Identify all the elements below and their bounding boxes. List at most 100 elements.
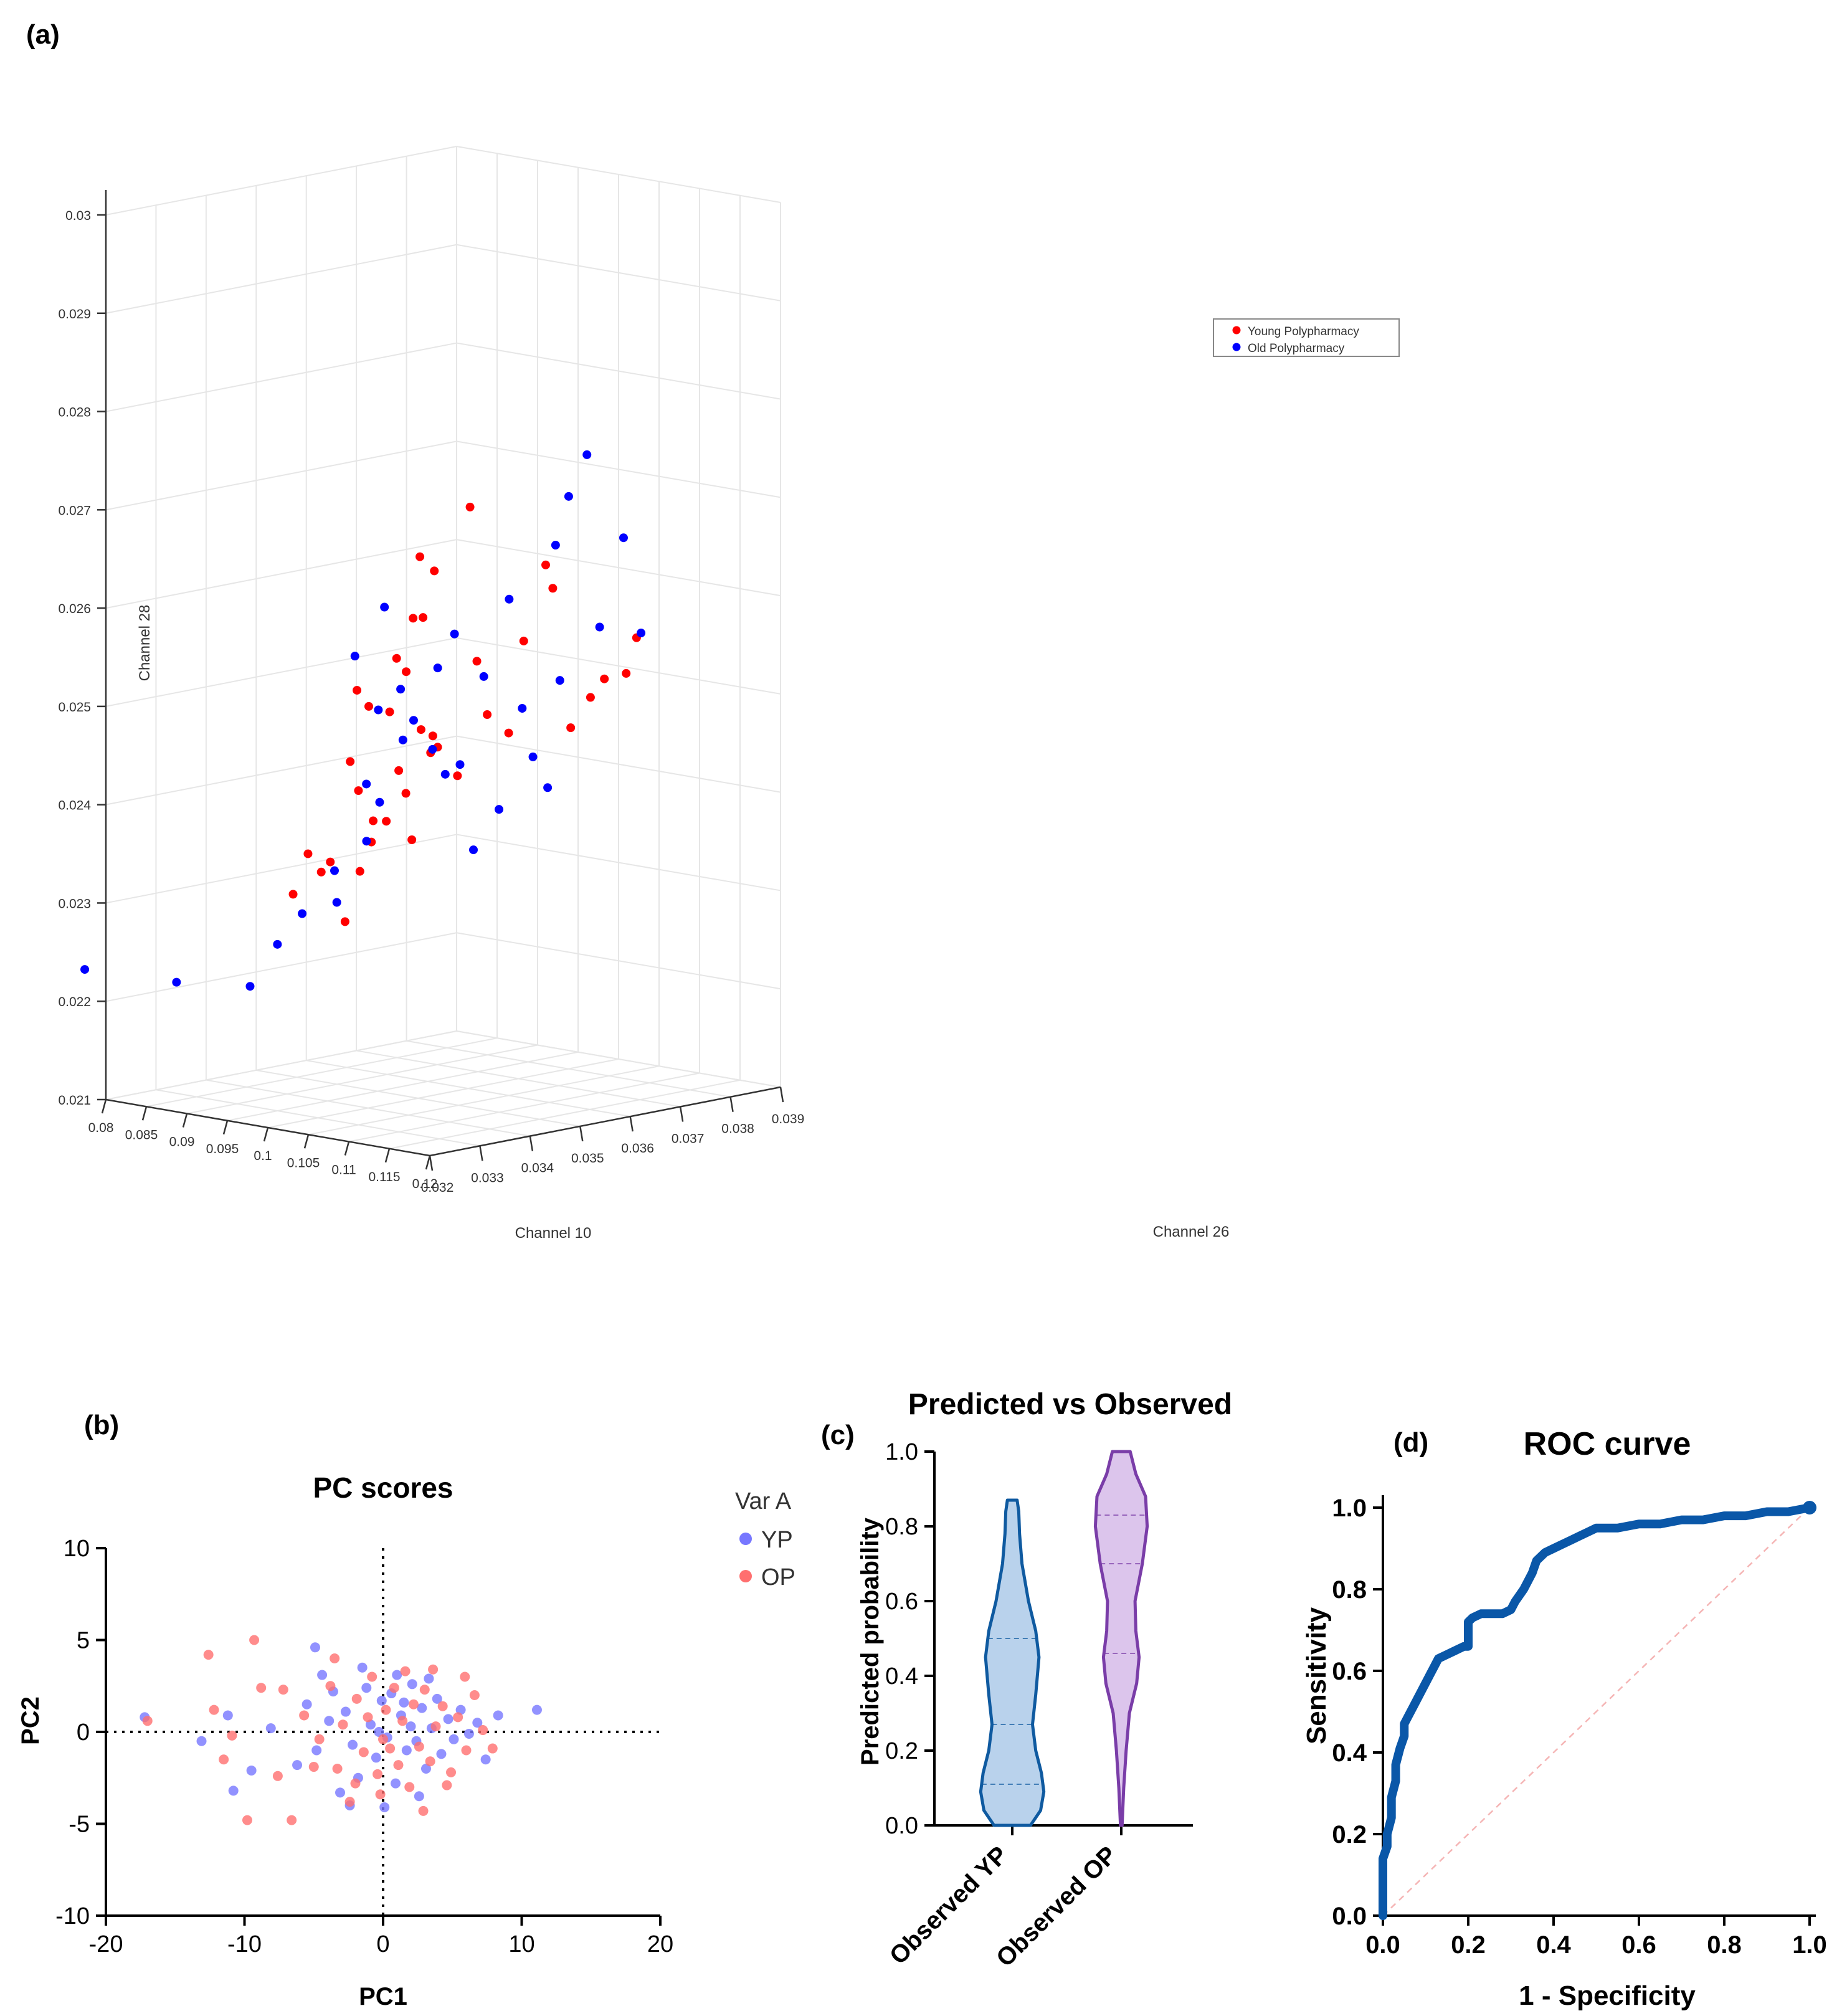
a-z-tick-label-2: 0.023 xyxy=(58,896,91,911)
b-point-yp-34 xyxy=(463,1728,474,1739)
a-grid-y-floor-2 xyxy=(206,1079,531,1137)
a-point-old-27 xyxy=(172,977,181,987)
a-z-tick-label-9: 0.03 xyxy=(65,209,91,223)
b-point-yp-9 xyxy=(317,1670,328,1680)
a-point-old-11 xyxy=(455,760,465,769)
d-x-axis-title: 1 - Specificity xyxy=(1519,1980,1696,2011)
a-y-tick-7 xyxy=(779,1086,784,1103)
a-point-young-24 xyxy=(541,560,551,569)
b-x-tick-label-4: 20 xyxy=(647,1931,673,1957)
d-y-tick-label-0: 0.0 xyxy=(1332,1903,1367,1930)
a-point-old-17 xyxy=(450,629,459,639)
a-point-young-13 xyxy=(369,816,378,825)
d-x-tick-label-0: 0.0 xyxy=(1365,1931,1400,1959)
a-grid-y-floor-1 xyxy=(156,1089,480,1147)
a-point-old-4 xyxy=(479,672,488,681)
a-y-tick-label-2: 0.034 xyxy=(521,1161,554,1176)
a-x-axis-title: Channel 10 xyxy=(515,1225,592,1242)
a-point-young-7 xyxy=(472,657,482,666)
a-x-tick-label-5: 0.105 xyxy=(287,1156,320,1170)
a-point-old-33 xyxy=(518,703,527,713)
d-x-tick-label-4: 0.8 xyxy=(1707,1931,1742,1959)
a-x-tick-label-2: 0.09 xyxy=(169,1135,195,1149)
b-point-yp-15 xyxy=(361,1683,372,1693)
b-y-tick-label-4: 10 xyxy=(64,1536,90,1562)
a-point-young-18 xyxy=(346,757,355,766)
a-x-tick-label-0: 0.08 xyxy=(88,1121,114,1135)
b-point-yp-11 xyxy=(335,1787,346,1798)
c-y-tick-label-4: 0.8 xyxy=(885,1514,918,1540)
b-point-op-21 xyxy=(389,1683,399,1693)
b-point-yp-30 xyxy=(436,1749,447,1759)
a-point-old-2 xyxy=(428,744,437,754)
b-point-op-6 xyxy=(256,1683,267,1693)
d-x-tick-label-2: 0.4 xyxy=(1536,1931,1571,1959)
b-y-tick-label-1: -5 xyxy=(69,1812,90,1838)
a-y-axis-title: Channel 26 xyxy=(1153,1224,1230,1240)
a-legend: Young Polypharmacy Old Polypharmacy xyxy=(1213,318,1400,357)
d-chance-diagonal xyxy=(1382,1507,1810,1916)
a-x-tick-label-4: 0.1 xyxy=(254,1149,272,1163)
a-point-young-33 xyxy=(415,552,425,561)
b-point-yp-29 xyxy=(432,1693,442,1704)
a-x-tick-6 xyxy=(344,1141,350,1156)
a-point-young-20 xyxy=(428,731,437,741)
a-point-old-8 xyxy=(433,663,442,673)
a-point-young-2 xyxy=(401,789,411,798)
b-point-yp-4 xyxy=(246,1765,257,1776)
a-z-tick-label-6: 0.027 xyxy=(58,503,91,518)
a-point-young-15 xyxy=(465,502,475,511)
a-z-tick-label-0: 0.021 xyxy=(58,1093,91,1108)
b-point-yp-3 xyxy=(228,1785,239,1796)
d-y-tick-label-4: 0.8 xyxy=(1332,1576,1367,1604)
b-point-yp-38 xyxy=(531,1705,542,1715)
a-grid-z-side-7 xyxy=(105,342,457,412)
a-point-old-34 xyxy=(543,783,553,792)
d-x-tick-label-1: 0.2 xyxy=(1451,1931,1486,1959)
a-point-old-22 xyxy=(637,629,646,638)
b-points xyxy=(140,1635,542,1825)
a-point-old-25 xyxy=(469,845,478,855)
a-grid-x-floor-1 xyxy=(146,1037,498,1108)
b-point-yp-6 xyxy=(292,1760,303,1771)
a-point-old-19 xyxy=(582,450,592,459)
b-point-op-9 xyxy=(299,1710,310,1721)
a-z-tick-label-7: 0.028 xyxy=(58,406,91,420)
a-point-old-23 xyxy=(595,622,604,632)
a-point-old-31 xyxy=(396,685,406,694)
a-point-old-14 xyxy=(362,779,371,789)
a-y-tick-5 xyxy=(679,1106,684,1122)
a-y-axis-line xyxy=(429,1086,781,1157)
d-y-tick-label-3: 0.6 xyxy=(1332,1658,1367,1685)
a-y-tick-2 xyxy=(529,1136,534,1151)
b-x-tick-label-1: -10 xyxy=(227,1931,262,1957)
a-point-young-10 xyxy=(430,566,439,576)
a-x-tick-8 xyxy=(425,1155,431,1170)
b-point-yp-18 xyxy=(376,1695,387,1706)
a-point-old-16 xyxy=(298,909,307,918)
c-axes: 0.0 0.2 0.4 0.6 0.8 1.0 xyxy=(885,1439,1193,1839)
a-grid-z-side-1 xyxy=(105,932,457,1002)
b-point-op-28 xyxy=(425,1756,435,1767)
b-point-yp-39 xyxy=(324,1716,335,1726)
b-point-op-19 xyxy=(381,1705,391,1715)
a-x-tick-label-3: 0.095 xyxy=(206,1142,239,1156)
a-grid-y-floor-5 xyxy=(356,1050,681,1108)
a-point-young-37 xyxy=(504,728,513,738)
b-point-op-8 xyxy=(287,1815,297,1825)
a-grid-z-side-3 xyxy=(105,735,457,806)
b-point-yp-26 xyxy=(417,1703,427,1713)
a-grid-x-floor-3 xyxy=(227,1051,579,1121)
a-point-young-22 xyxy=(316,867,326,877)
b-point-yp-17 xyxy=(371,1752,381,1763)
a-y-tick-1 xyxy=(479,1146,483,1161)
b-point-op-31 xyxy=(446,1767,457,1777)
a-x-tick-0 xyxy=(101,1099,107,1114)
d-y-tick-label-5: 1.0 xyxy=(1332,1495,1367,1522)
a-x-tick-5 xyxy=(303,1134,310,1149)
a-point-young-29 xyxy=(548,584,558,593)
a-x-tick-2 xyxy=(182,1113,188,1128)
b-point-op-24 xyxy=(404,1782,415,1792)
b-x-tick-label-3: 10 xyxy=(508,1931,534,1957)
